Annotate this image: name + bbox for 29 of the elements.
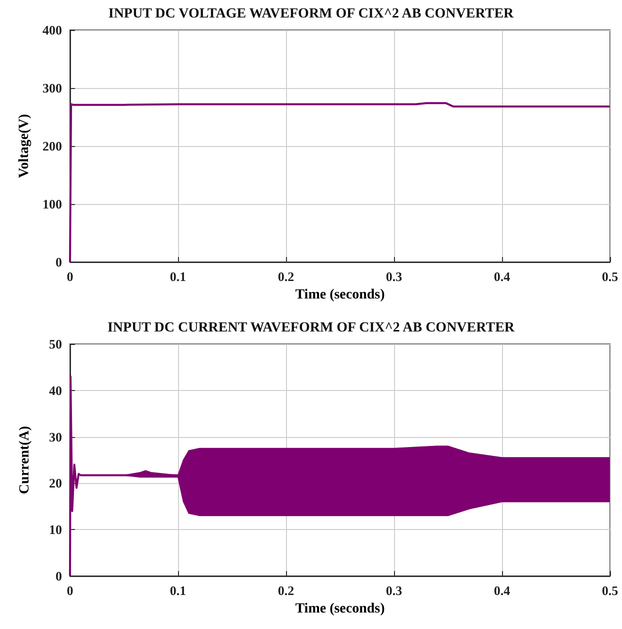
y-tick-label: 20 [49, 476, 62, 491]
x-tick-label: 0.2 [278, 583, 294, 598]
x-tick-label: 0.4 [494, 269, 511, 284]
y-tick-label: 100 [42, 196, 62, 212]
x-tick-label: 0 [66, 583, 74, 598]
x-tick-label: 0.5 [602, 269, 619, 284]
y-tick-label: 0 [56, 254, 62, 270]
chart-title: INPUT DC CURRENT WAVEFORM OF CIX^2 AB CONVERTER [107, 320, 516, 336]
y-axis-title: Voltage(V) [17, 114, 32, 178]
x-tick-label: 0.5 [602, 583, 619, 598]
y-tick-label: 40 [49, 382, 62, 398]
y-tick-label: 200 [42, 138, 62, 154]
y-tick-label: 50 [49, 336, 62, 352]
y-tick-label: 10 [49, 522, 62, 538]
x-tick-label: 0.4 [494, 583, 511, 598]
x-tick-label: 0.1 [170, 583, 186, 598]
chart-title: INPUT DC VOLTAGE WAVEFORM OF CIX^2 AB CONVERTER [108, 6, 515, 22]
y-tick-label: 30 [49, 429, 62, 444]
x-tick-label: 0.2 [278, 269, 294, 284]
x-axis-title: Time (seconds) [295, 287, 386, 302]
y-tick-label: 400 [42, 22, 62, 38]
y-tick-label: 300 [42, 80, 62, 96]
x-tick-label: 0.1 [170, 269, 186, 284]
x-tick-label: 0.3 [386, 583, 403, 598]
x-tick-label: 0.3 [386, 269, 403, 284]
x-axis-title: Time (seconds) [295, 601, 386, 616]
y-tick-label: 0 [56, 568, 62, 584]
y-axis-title: Current(A) [18, 426, 32, 494]
x-tick-label: 0 [66, 269, 74, 284]
